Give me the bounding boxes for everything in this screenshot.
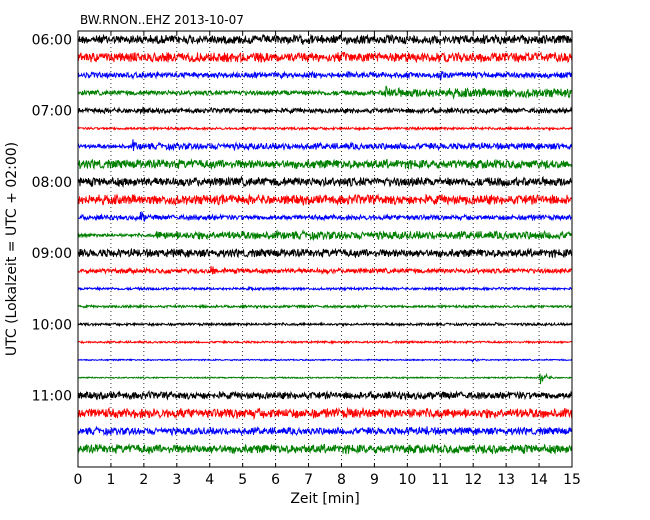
trace-07:45 — [77, 158, 573, 171]
x-tick-label: 12 — [464, 472, 482, 488]
trace-07:30 — [77, 139, 573, 152]
x-tick-label: 5 — [238, 472, 247, 488]
trace-11:00 — [77, 389, 573, 401]
trace-07:15 — [77, 125, 573, 132]
trace-08:30 — [77, 210, 573, 222]
y-axis-label: UTC (Lokalzeit = UTC + 02:00) — [4, 142, 20, 356]
plot-frame — [77, 30, 573, 468]
x-tick-label: 4 — [205, 472, 214, 488]
x-tick-label: 11 — [431, 472, 449, 488]
trace-08:15 — [77, 193, 573, 207]
x-tick-label: 1 — [106, 472, 115, 488]
y-tick-label: 07:00 — [32, 104, 72, 120]
trace-11:30 — [77, 425, 573, 437]
x-tick-label: 0 — [74, 472, 83, 488]
trace-06:45 — [77, 85, 573, 100]
trace-07:00 — [77, 106, 573, 116]
trace-08:00 — [77, 175, 573, 188]
x-tick-label: 8 — [337, 472, 346, 488]
x-tick-label: 9 — [370, 472, 379, 488]
trace-09:00 — [77, 247, 573, 259]
y-axis: 06:00 07:00 08:00 09:00 10:00 11:00 — [32, 33, 572, 405]
y-tick-label: 11:00 — [32, 389, 72, 405]
trace-08:45 — [77, 229, 573, 242]
trace-06:15 — [77, 51, 573, 64]
x-tick-label: 2 — [139, 472, 148, 488]
y-tick-label: 06:00 — [32, 33, 72, 49]
chart-title: BW.RNON..EHZ 2013-10-07 — [80, 13, 244, 27]
trace-10:45 — [77, 372, 573, 385]
x-tick-label: 15 — [563, 472, 581, 488]
x-tick-label: 6 — [271, 472, 280, 488]
x-axis: 0 1 2 3 4 5 6 7 8 9 10 11 12 13 14 15 — [74, 31, 581, 488]
trace-09:45 — [77, 303, 573, 310]
x-tick-label: 7 — [304, 472, 313, 488]
grid-lines — [110, 31, 540, 467]
trace-10:00 — [77, 321, 573, 328]
trace-06:00 — [77, 33, 573, 46]
x-tick-label: 13 — [497, 472, 515, 488]
y-tick-label: 10:00 — [32, 317, 72, 333]
trace-09:30 — [77, 285, 573, 292]
trace-11:15 — [77, 406, 573, 421]
trace-06:30 — [77, 70, 573, 81]
trace-10:15 — [77, 339, 573, 345]
x-tick-label: 14 — [530, 472, 548, 488]
trace-group — [77, 33, 573, 455]
x-axis-label: Zeit [min] — [290, 491, 359, 507]
y-tick-label: 08:00 — [32, 175, 72, 191]
trace-09:15 — [77, 265, 573, 276]
trace-10:30 — [77, 357, 573, 363]
trace-11:45 — [77, 442, 573, 455]
x-tick-label: 10 — [398, 472, 416, 488]
y-tick-label: 09:00 — [32, 246, 72, 262]
x-tick-label: 3 — [172, 472, 181, 488]
